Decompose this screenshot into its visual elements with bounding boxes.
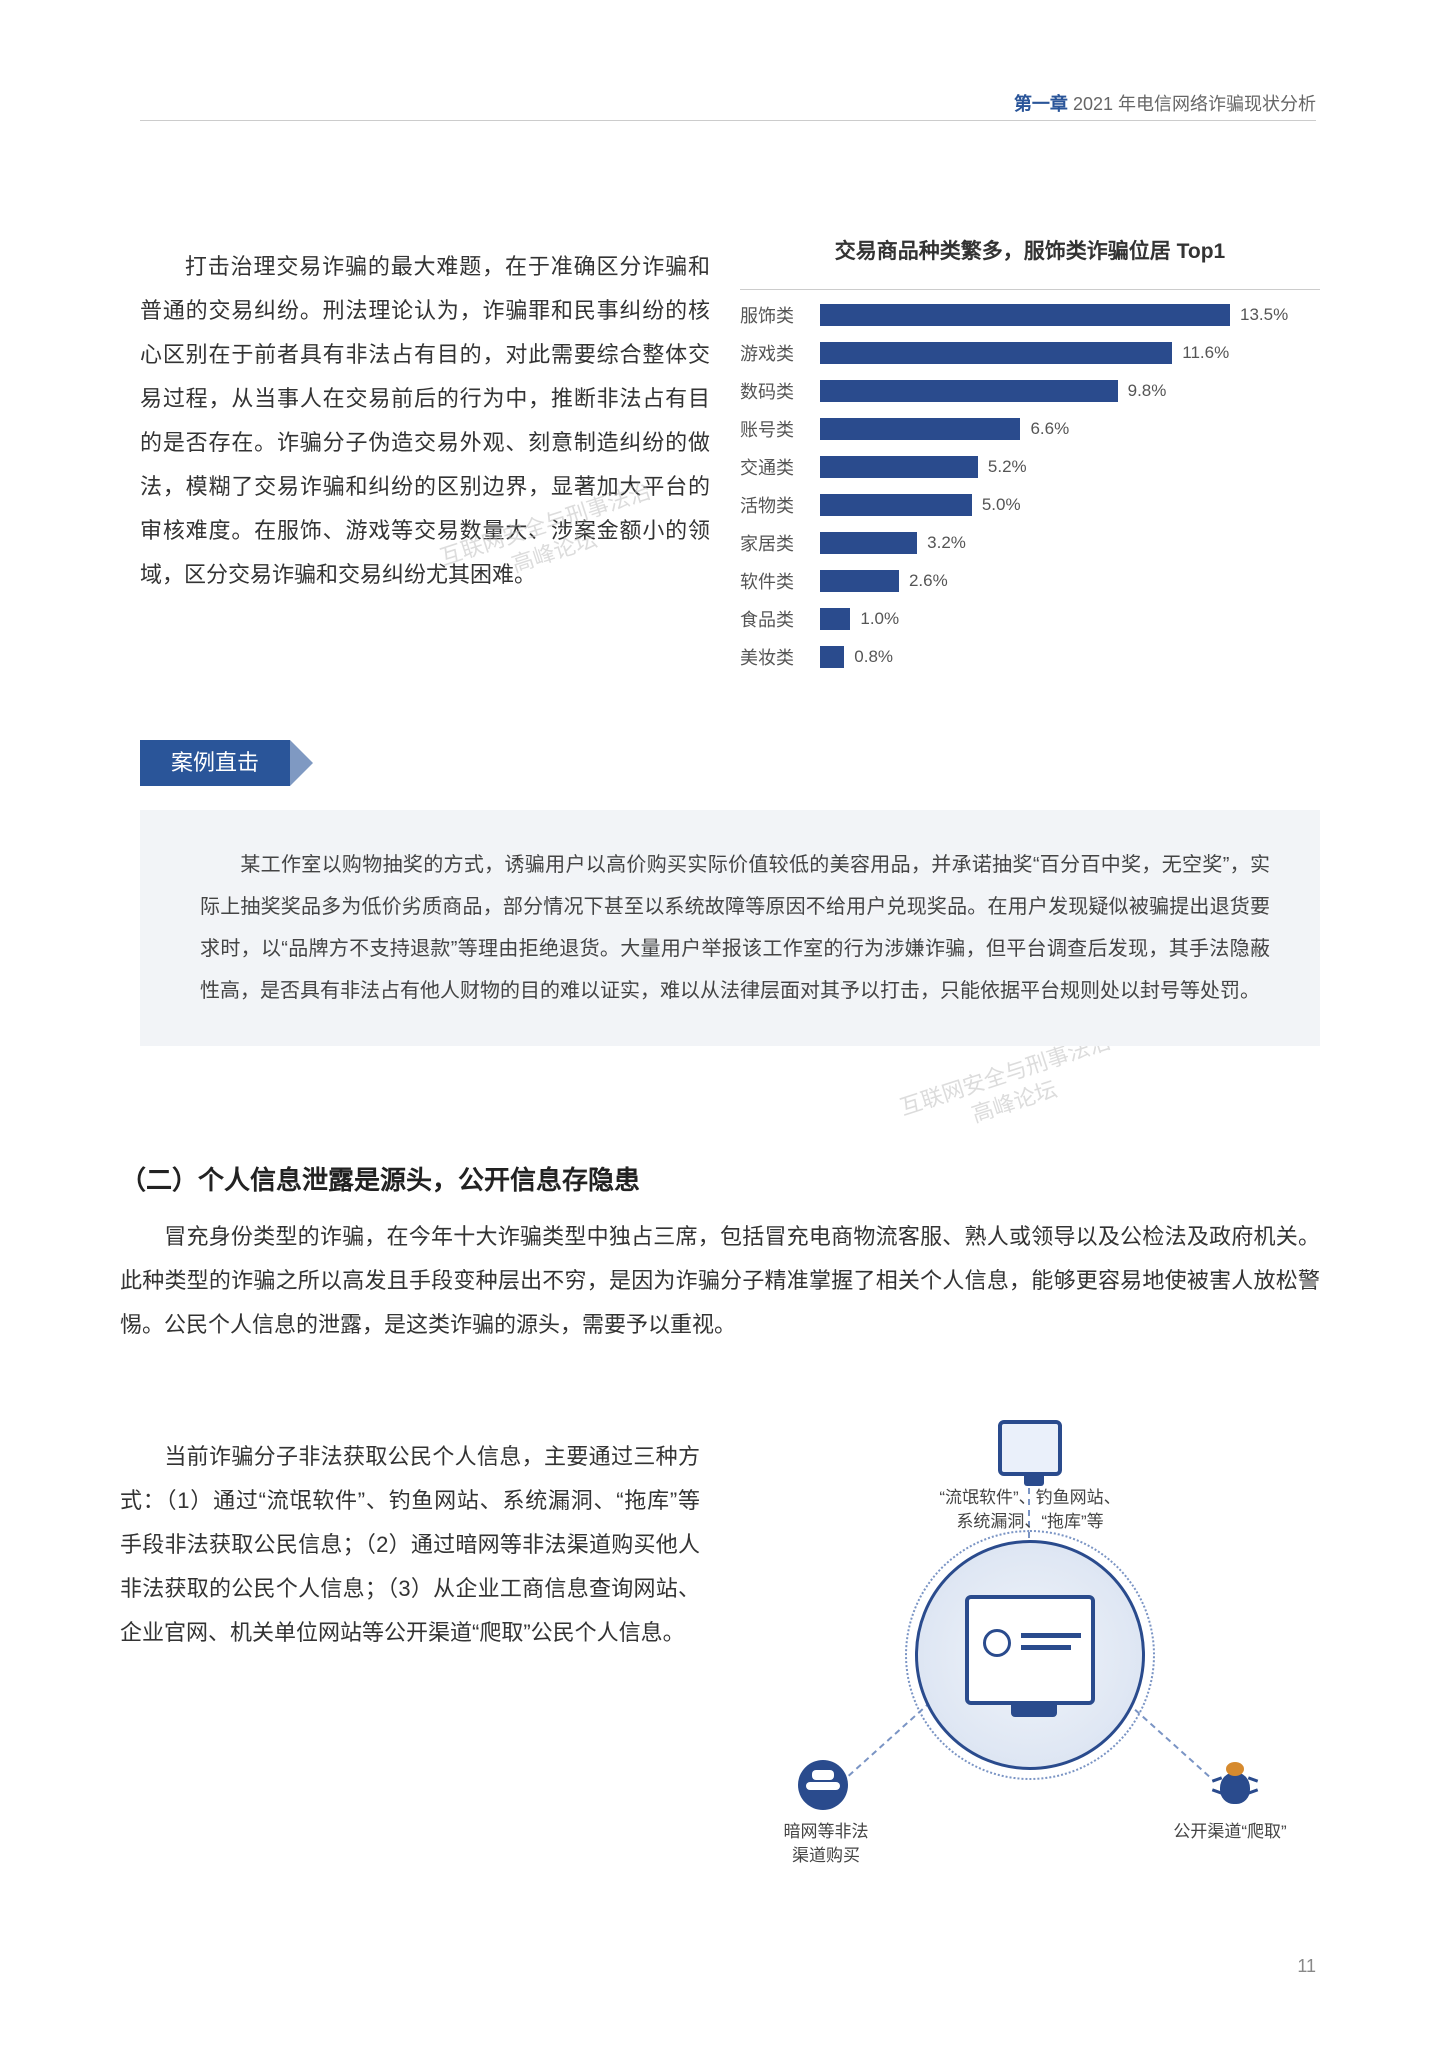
chapter-title: 2021 年电信网络诈骗现状分析	[1073, 94, 1316, 114]
bar-row: 游戏类 11.6%	[740, 334, 1320, 372]
bar-value: 13.5%	[1240, 305, 1288, 325]
bar-for-活物类	[820, 494, 972, 516]
bar-track: 6.6%	[820, 418, 1320, 440]
diagram-label-br: 公开渠道“爬取”	[1140, 1820, 1320, 1844]
bar-value: 11.6%	[1182, 343, 1229, 363]
page-header: 第一章 2021 年电信网络诈骗现状分析	[1014, 90, 1316, 116]
bar-track: 11.6%	[820, 342, 1320, 364]
bar-value: 9.8%	[1128, 381, 1167, 401]
bar-track: 3.2%	[820, 532, 1320, 554]
bar-value: 0.8%	[854, 647, 893, 667]
bar-for-游戏类	[820, 342, 1172, 364]
bar-for-软件类	[820, 570, 899, 592]
bar-value: 2.6%	[909, 571, 948, 591]
page-number: 11	[1297, 1956, 1316, 1977]
bar-label: 账号类	[740, 416, 820, 442]
bar-row: 数码类 9.8%	[740, 372, 1320, 410]
bar-row: 交通类 5.2%	[740, 448, 1320, 486]
stack-icon	[798, 1760, 848, 1810]
bar-row: 美妆类 0.8%	[740, 638, 1320, 676]
case-box: 某工作室以购物抽奖的方式，诱骗用户以高价购买实际价值较低的美容用品，并承诺抽奖“…	[140, 810, 1320, 1046]
bar-for-食品类	[820, 608, 850, 630]
bar-label: 美妆类	[740, 644, 820, 670]
bar-for-美妆类	[820, 646, 844, 668]
bar-row: 活物类 5.0%	[740, 486, 1320, 524]
section-paragraph-1: 冒充身份类型的诈骗，在今年十大诈骗类型中独占三席，包括冒充电商物流客服、熟人或领…	[120, 1215, 1320, 1347]
section-p1-text: 冒充身份类型的诈骗，在今年十大诈骗类型中独占三席，包括冒充电商物流客服、熟人或领…	[120, 1224, 1320, 1337]
bar-track: 5.0%	[820, 494, 1320, 516]
intro-paragraph: 打击治理交易诈骗的最大难题，在于准确区分诈骗和普通的交易纠纷。刑法理论认为，诈骗…	[140, 245, 710, 597]
bar-label: 交通类	[740, 454, 820, 480]
bar-row: 软件类 2.6%	[740, 562, 1320, 600]
section-heading: （二）个人信息泄露是源头，公开信息存隐患	[120, 1160, 640, 1197]
diagram-label-bl: 暗网等非法渠道购买	[746, 1820, 906, 1868]
bar-label: 服饰类	[740, 302, 820, 328]
diagram-label-top: “流氓软件”、钓鱼网站、系统漏洞、“拖库”等	[920, 1486, 1140, 1534]
bar-track: 1.0%	[820, 608, 1320, 630]
bar-value: 5.0%	[982, 495, 1021, 515]
bar-for-数码类	[820, 380, 1118, 402]
bar-label: 活物类	[740, 492, 820, 518]
bar-label: 数码类	[740, 378, 820, 404]
bar-row: 服饰类 13.5%	[740, 296, 1320, 334]
info-leak-diagram: “流氓软件”、钓鱼网站、系统漏洞、“拖库”等 暗网等非法渠道购买 公开渠道“爬取…	[740, 1420, 1320, 1880]
bar-row: 账号类 6.6%	[740, 410, 1320, 448]
bug-icon	[1210, 1760, 1260, 1810]
bar-value: 3.2%	[927, 533, 966, 553]
bar-label: 食品类	[740, 606, 820, 632]
chart-title: 交易商品种类繁多，服饰类诈骗位居 Top1	[740, 235, 1320, 265]
case-text: 某工作室以购物抽奖的方式，诱骗用户以高价购买实际价值较低的美容用品，并承诺抽奖“…	[200, 854, 1270, 1002]
bar-track: 13.5%	[820, 304, 1320, 326]
chapter-label: 第一章	[1014, 94, 1068, 114]
bar-label: 游戏类	[740, 340, 820, 366]
bar-for-交通类	[820, 456, 978, 478]
section-p2-text: 当前诈骗分子非法获取公民个人信息，主要通过三种方式：（1）通过“流氓软件”、钓鱼…	[120, 1444, 700, 1645]
monitor-icon	[998, 1420, 1062, 1476]
bar-row: 家居类 3.2%	[740, 524, 1320, 562]
bar-value: 6.6%	[1030, 419, 1069, 439]
bar-label: 家居类	[740, 530, 820, 556]
chart-bars: 服饰类 13.5% 游戏类 11.6% 数码类 9.8% 账号类 6.6% 交通类 5.2% 活物类…	[740, 296, 1320, 676]
chart-rule	[740, 289, 1320, 290]
header-rule	[140, 120, 1316, 121]
bar-value: 5.2%	[988, 457, 1027, 477]
category-bar-chart: 交易商品种类繁多，服饰类诈骗位居 Top1 服饰类 13.5% 游戏类 11.6% 数码…	[740, 235, 1320, 676]
bar-row: 食品类 1.0%	[740, 600, 1320, 638]
bar-value: 1.0%	[860, 609, 899, 629]
section-paragraph-2: 当前诈骗分子非法获取公民个人信息，主要通过三种方式：（1）通过“流氓软件”、钓鱼…	[120, 1435, 700, 1655]
bar-track: 0.8%	[820, 646, 1320, 668]
bar-for-服饰类	[820, 304, 1230, 326]
bar-track: 9.8%	[820, 380, 1320, 402]
bar-for-账号类	[820, 418, 1020, 440]
bar-track: 2.6%	[820, 570, 1320, 592]
bar-track: 5.2%	[820, 456, 1320, 478]
bar-label: 软件类	[740, 568, 820, 594]
intro-text: 打击治理交易诈骗的最大难题，在于准确区分诈骗和普通的交易纠纷。刑法理论认为，诈骗…	[140, 254, 710, 587]
bar-for-家居类	[820, 532, 917, 554]
case-tag: 案例直击	[140, 740, 290, 786]
profile-screen-icon	[965, 1595, 1095, 1705]
